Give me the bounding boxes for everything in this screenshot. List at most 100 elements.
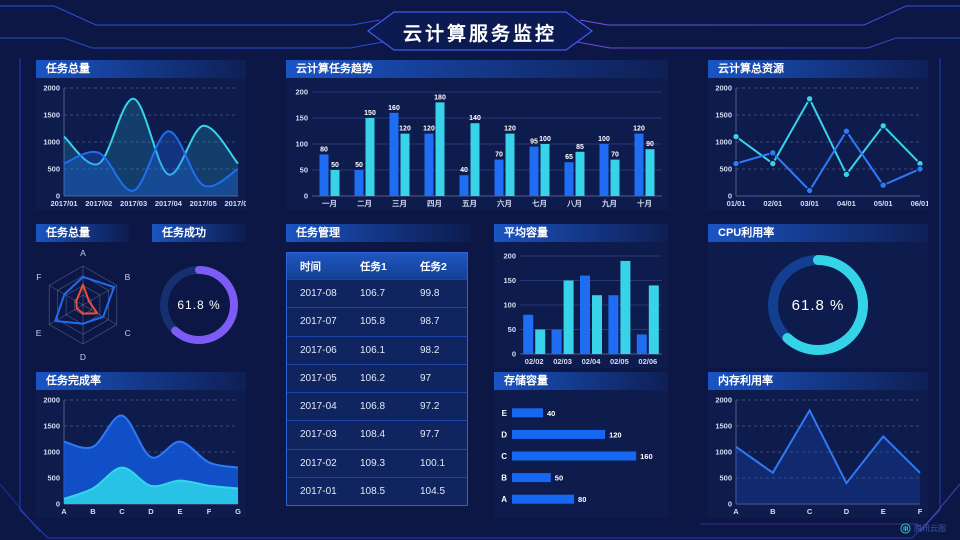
table-column-header: 时间 — [300, 260, 321, 273]
svg-text:2017/05: 2017/05 — [190, 199, 217, 208]
svg-text:200: 200 — [503, 252, 516, 261]
table-row: 2017-07 105.8 98.7 — [287, 307, 467, 336]
svg-text:05/01: 05/01 — [874, 199, 893, 208]
svg-text:A: A — [501, 495, 507, 504]
svg-text:E: E — [177, 507, 182, 516]
svg-text:F: F — [918, 507, 923, 516]
svg-text:02/02: 02/02 — [525, 357, 544, 366]
watermark: 腾讯云图 — [900, 523, 946, 534]
table-cell: 108.4 — [360, 429, 386, 441]
svg-text:80: 80 — [320, 146, 328, 153]
table-cell: 106.1 — [360, 344, 386, 356]
task-success-value: 61.8 % — [177, 298, 221, 312]
svg-text:180: 180 — [434, 94, 446, 101]
task-completion-area-chart: 0 500 1000 1500 2000 A B C D E F G — [36, 390, 246, 518]
svg-text:E: E — [881, 507, 886, 516]
svg-text:70: 70 — [495, 152, 503, 159]
svg-text:九月: 九月 — [601, 198, 617, 208]
svg-text:二月: 二月 — [357, 199, 372, 208]
svg-text:100: 100 — [503, 301, 516, 310]
tencent-cloud-logo-icon — [900, 523, 911, 534]
svg-text:50: 50 — [300, 166, 308, 175]
svg-text:B: B — [770, 507, 776, 516]
svg-text:F: F — [207, 507, 212, 516]
panel-title: 平均容量 — [494, 224, 668, 242]
svg-text:E: E — [36, 328, 42, 338]
storage_hbar-svg: E 40 D 120 C 160 B 50 A 80 — [501, 408, 653, 504]
table-row: 2017-01 108.5 104.5 — [287, 476, 467, 505]
svg-text:2017/04: 2017/04 — [155, 199, 183, 208]
svg-text:02/03: 02/03 — [553, 357, 572, 366]
memory-line-chart: 0 500 1000 1500 2000 A B C D E F — [708, 390, 928, 518]
svg-text:02/01: 02/01 — [763, 199, 782, 208]
table-cell: 106.2 — [360, 372, 386, 384]
page-title: 云计算服务监控 — [402, 24, 558, 45]
table-cell: 97.7 — [420, 429, 440, 441]
svg-text:1500: 1500 — [43, 422, 60, 431]
table-cell: 109.3 — [360, 457, 386, 469]
cpu-donut-chart: 61.8 % — [708, 242, 928, 368]
svg-text:70: 70 — [611, 152, 619, 159]
svg-text:0: 0 — [56, 500, 60, 509]
svg-text:02/06: 02/06 — [638, 357, 657, 366]
svg-text:150: 150 — [503, 276, 516, 285]
task-table: 时间 任务1 任务2 2017-08 106.7 99.8 2017-07 105.8 98.… — [286, 252, 468, 506]
table-cell: 106.7 — [360, 288, 386, 300]
panel-title: 任务完成率 — [36, 372, 246, 390]
table-cell: 2017-03 — [300, 429, 337, 441]
table-cell: 97 — [420, 372, 432, 384]
table-cell: 100.1 — [420, 457, 446, 469]
svg-text:120: 120 — [423, 126, 435, 133]
svg-text:160: 160 — [388, 105, 400, 112]
svg-text:50: 50 — [555, 474, 563, 483]
avg-capacity-bar-chart: 0 50 100 150 200 02/02 02/03 02/04 02/05 02/06 — [494, 242, 668, 368]
panel-task-success-donut: 任务成功 61.8 % — [152, 224, 246, 368]
svg-text:1500: 1500 — [715, 422, 732, 431]
watermark-label: 腾讯云图 — [914, 524, 946, 533]
svg-text:500: 500 — [719, 474, 732, 483]
task-success-donut-chart: 61.8 % — [152, 242, 246, 368]
task_completion_area-svg: 0 500 1000 1500 2000 A B C D E F G — [43, 396, 241, 517]
panel-title: CPU利用率 — [708, 224, 928, 242]
task-total-radar-chart: A B C D E F — [30, 242, 136, 368]
table-cell: 2017-04 — [300, 401, 337, 413]
memory_line-svg: 0 500 1000 1500 2000 A B C D E F — [715, 396, 923, 517]
svg-text:2017/06: 2017/06 — [224, 199, 246, 208]
svg-text:A: A — [733, 507, 739, 516]
avg_capacity_bar-svg: 0 50 100 150 200 02/02 02/03 02/04 02/05 02/06 — [503, 252, 662, 366]
table-cell: 2017-02 — [300, 457, 337, 469]
svg-text:100: 100 — [295, 140, 308, 149]
table-cell: 98.2 — [420, 344, 440, 356]
svg-text:100: 100 — [539, 136, 551, 143]
panel-title: 云计算任务趋势 — [286, 60, 668, 78]
svg-text:D: D — [148, 507, 154, 516]
svg-text:01/01: 01/01 — [727, 199, 746, 208]
svg-text:1000: 1000 — [43, 448, 60, 457]
svg-text:2000: 2000 — [43, 84, 60, 93]
svg-text:C: C — [807, 507, 813, 516]
panel-cpu-donut: CPU利用率 61.8 % — [708, 224, 928, 368]
svg-text:六月: 六月 — [497, 198, 512, 208]
svg-text:A: A — [61, 507, 67, 516]
svg-text:04/01: 04/01 — [837, 199, 856, 208]
task-total-line-chart: 0 500 1000 1500 2000 2017/01 2017/02 2017/03 201… — [36, 78, 246, 210]
svg-text:七月: 七月 — [532, 198, 547, 208]
svg-text:2000: 2000 — [43, 396, 60, 405]
svg-text:150: 150 — [295, 114, 308, 123]
svg-text:40: 40 — [547, 409, 555, 418]
panel-total-resource-line: 云计算总资源 0 500 1000 1500 2000 01/01 02/01 03/01 04… — [708, 60, 928, 210]
svg-text:50: 50 — [331, 162, 339, 169]
svg-text:140: 140 — [469, 115, 481, 122]
svg-text:B: B — [125, 272, 131, 282]
svg-text:120: 120 — [633, 126, 645, 133]
table-cell: 2017-08 — [300, 288, 337, 300]
table-column-header: 任务2 — [420, 260, 447, 273]
table-row: 2017-08 106.7 99.8 — [287, 279, 467, 308]
table-row: 2017-04 106.8 97.2 — [287, 392, 467, 421]
svg-text:80: 80 — [578, 495, 586, 504]
svg-text:四月: 四月 — [427, 199, 442, 208]
panel-title: 任务管理 — [286, 224, 470, 242]
svg-text:0: 0 — [512, 350, 516, 359]
cpu-utilization-value: 61.8 % — [791, 296, 845, 314]
